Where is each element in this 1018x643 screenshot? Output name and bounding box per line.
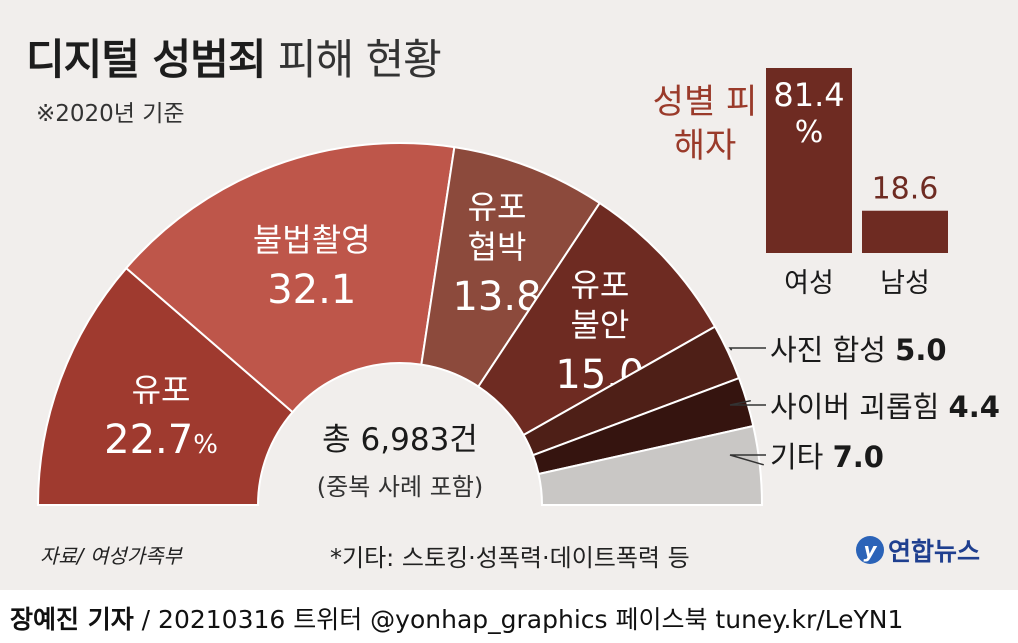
slice-value-7: 7.0 xyxy=(833,440,884,474)
slice-label-3: 유포 xyxy=(468,188,527,226)
source-note: 자료/ 여성가족부 xyxy=(40,544,182,568)
slice-value-2: 32.1 xyxy=(267,267,356,313)
slice-value-6: 4.4 xyxy=(949,390,1000,424)
gender-value-1: 81.4 xyxy=(773,76,844,114)
slice-unit: % xyxy=(193,430,218,460)
slice-2 xyxy=(124,142,456,414)
slice-label-4: 유포 xyxy=(570,266,629,304)
leader-line-7 xyxy=(729,454,766,466)
total-sublabel: (중복 사례 포함) xyxy=(317,473,483,501)
slice-label-2: 불법촬영 xyxy=(253,221,371,259)
gender-bar-1 xyxy=(766,68,852,253)
infographic-canvas: 디지털 성범죄 피해 현황 ※2020년 기준 유포 22.7% 불법촬영 32.1 유… xyxy=(0,0,1018,590)
slice-label-6: 사이버 괴롭힘 4.4 xyxy=(770,390,1000,424)
footnote: *기타: 스토킹·성폭력·데이트폭력 등 xyxy=(330,544,690,572)
logo-text: 연합뉴스 xyxy=(888,537,981,566)
total-label: 총 6,983건 xyxy=(322,422,478,458)
page-title: 디지털 성범죄 피해 현황 xyxy=(26,26,442,87)
yonhap-logo-icon: y xyxy=(856,536,884,564)
yonhap-logo: y 연합뉴스 xyxy=(856,532,980,568)
gender-bar-2 xyxy=(862,210,948,253)
slice-label-1: 유포 xyxy=(132,371,191,409)
title-bold: 디지털 성범죄 xyxy=(26,35,266,84)
slice-label-4: 불안 xyxy=(570,306,629,344)
slice-label-7: 기타 7.0 xyxy=(770,440,884,474)
gender-unit: % xyxy=(795,115,824,150)
slice-label-3: 협박 xyxy=(468,228,527,266)
slice-label-5: 사진 합성 5.0 xyxy=(770,333,947,367)
title-light: 피해 현황 xyxy=(277,35,442,84)
byline-name: 장예진 기자 xyxy=(10,605,134,634)
slice-7 xyxy=(537,424,764,506)
gender-category-2: 남성 xyxy=(880,268,930,299)
slice-value-5: 5.0 xyxy=(895,333,946,367)
gender-value-2: 18.6 xyxy=(872,172,939,207)
basis-note: ※2020년 기준 xyxy=(36,101,185,127)
leader-line-5 xyxy=(728,347,766,351)
byline-details: / 20210316 트위터 @yonhap_graphics 페이스북 tun… xyxy=(133,605,904,634)
gender-category-1: 여성 xyxy=(784,268,834,299)
byline: 장예진 기자 / 20210316 트위터 @yonhap_graphics 페… xyxy=(10,600,903,636)
slice-1 xyxy=(36,266,295,506)
gender-chart-title: 성별 피해자 xyxy=(652,82,758,166)
leader-line-6 xyxy=(729,399,766,406)
